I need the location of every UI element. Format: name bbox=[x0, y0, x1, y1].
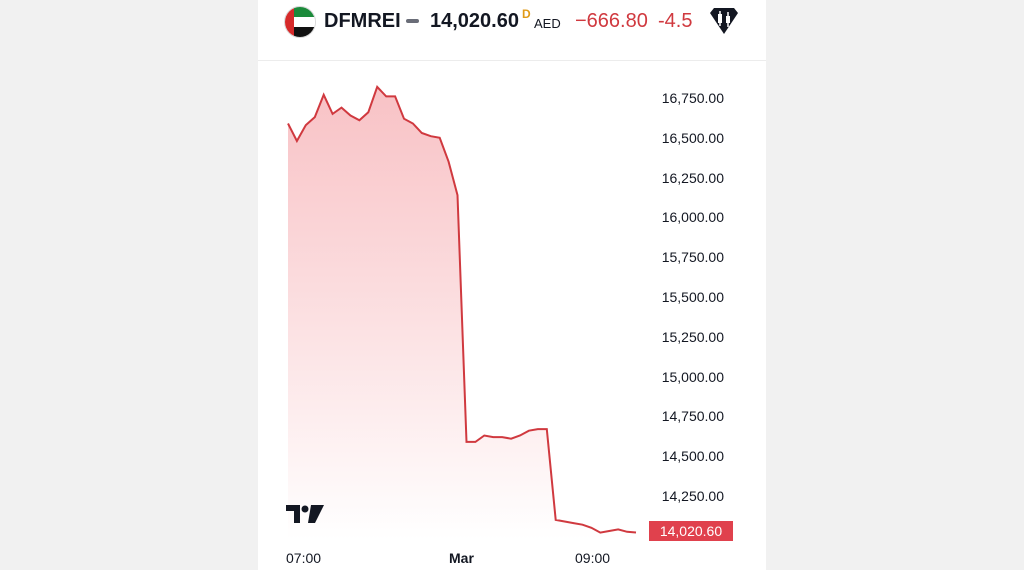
last-price-tag: 14,020.60 bbox=[649, 521, 733, 541]
uae-flag-icon bbox=[284, 6, 316, 38]
price-chart[interactable] bbox=[258, 60, 766, 550]
tradingview-logo-icon bbox=[286, 505, 324, 523]
y-tick-label: 14,250.00 bbox=[661, 488, 724, 504]
price-change: −666.80 bbox=[575, 10, 648, 32]
x-tick-label: 07:00 bbox=[286, 550, 322, 566]
last-price: 14,020.60 bbox=[430, 10, 519, 32]
session-dash-icon bbox=[406, 19, 419, 23]
x-tick-label: Mar bbox=[449, 550, 474, 566]
symbol-name[interactable]: DFMREI bbox=[324, 10, 401, 32]
x-tick-label: 09:00 bbox=[575, 550, 611, 566]
y-tick-label: 15,250.00 bbox=[661, 328, 724, 345]
price-change-percent: -4.5 bbox=[658, 10, 693, 32]
y-tick-label: 15,000.00 bbox=[661, 368, 724, 385]
y-tick-label: 16,500.00 bbox=[661, 129, 724, 146]
y-tick-label: 14,500.00 bbox=[661, 448, 724, 465]
delayed-data-flag: D bbox=[522, 7, 531, 21]
y-tick-label: 15,750.00 bbox=[661, 249, 724, 266]
chart-panel: DFMREI 14,020.60 D AED −666.80 -4.5 16,7… bbox=[258, 0, 766, 570]
price-line bbox=[287, 85, 637, 534]
y-tick-label: 16,000.00 bbox=[661, 209, 724, 226]
y-tick-label: 15,500.00 bbox=[661, 289, 724, 305]
currency-label: AED bbox=[534, 16, 561, 31]
symbol-header: DFMREI 14,020.60 D AED −666.80 -4.5 bbox=[258, 0, 766, 61]
y-tick-label: 14,750.00 bbox=[661, 408, 724, 425]
y-tick-label: 16,250.00 bbox=[661, 169, 724, 186]
price-area bbox=[288, 86, 636, 541]
price-alert-icon[interactable] bbox=[708, 6, 740, 36]
y-tick-label: 16,750.00 bbox=[661, 90, 724, 106]
